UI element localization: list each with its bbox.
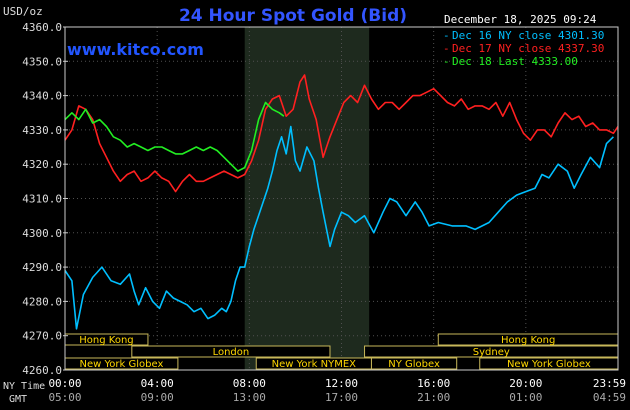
y-tick-label: 4280.0 xyxy=(22,295,62,308)
gmt-time-tick: 05:00 xyxy=(48,391,81,404)
y-tick-label: 4330.0 xyxy=(22,124,62,137)
legend-dash: - xyxy=(443,55,450,68)
ny-time-tick: 16:00 xyxy=(417,377,450,390)
session-label: New York NYMEX xyxy=(272,359,357,370)
legend-item: Dec 17 NY close 4337.30 xyxy=(452,42,604,55)
legend: - Dec 16 NY close 4301.30- Dec 17 NY close… xyxy=(443,29,604,68)
gmt-time-tick: 04:59 xyxy=(593,391,626,404)
gmt-time-tick: 13:00 xyxy=(233,391,266,404)
chart-title: 24 Hour Spot Gold (Bid) xyxy=(179,6,407,26)
gmt-time-tick: 17:00 xyxy=(325,391,358,404)
legend-dash: - xyxy=(443,42,450,55)
session-label: New York Globex xyxy=(80,359,164,370)
price-series xyxy=(64,74,619,330)
ny-time-tick: 04:00 xyxy=(141,377,174,390)
y-tick-label: 4320.0 xyxy=(22,158,62,171)
ny-time-tick: 23:59 xyxy=(593,377,626,390)
session-label: London xyxy=(213,347,250,358)
gmt-time-tick: 01:00 xyxy=(509,391,542,404)
ny-time-tick: 08:00 xyxy=(233,377,266,390)
series-line-3 xyxy=(64,101,285,172)
gmt-label: GMT xyxy=(9,394,27,405)
y-tick-label: 4360.0 xyxy=(22,21,62,34)
chart-date: December 18, 2025 09:24 xyxy=(444,13,597,26)
session-box xyxy=(131,345,331,358)
gmt-time-tick: 09:00 xyxy=(141,391,174,404)
ny-time-tick: 20:00 xyxy=(509,377,542,390)
y-tick-label: 4260.0 xyxy=(22,364,62,377)
series-line-2 xyxy=(64,74,619,193)
kitco-watermark: www.kitco.com xyxy=(67,40,204,59)
session-label: Hong Kong xyxy=(501,335,555,346)
legend-item: Dec 16 NY close 4301.30 xyxy=(452,29,604,42)
y-tick-label: 4340.0 xyxy=(22,90,62,103)
series-line-1 xyxy=(64,125,614,330)
ny-time-tick: 12:00 xyxy=(325,377,358,390)
y-tick-label: 4270.0 xyxy=(22,330,62,343)
nymex-session-shade xyxy=(244,27,370,370)
session-label: Sydney xyxy=(473,347,510,358)
y-tick-label: 4350.0 xyxy=(22,55,62,68)
y-tick-label: 4290.0 xyxy=(22,261,62,274)
y-axis-unit: USD/oz xyxy=(3,5,43,18)
y-axis-ticks: 4360.0 4350.0 4340.0 4330.0 4320.0 4310.0 4300… xyxy=(22,21,68,377)
session-label: NY Globex xyxy=(388,359,440,370)
gmt-time-tick: 21:00 xyxy=(417,391,450,404)
ny-time-tick: 00:00 xyxy=(48,377,81,390)
session-label: Hong Kong xyxy=(79,335,133,346)
legend-item: Dec 18 Last 4333.00 xyxy=(452,55,578,68)
session-box xyxy=(370,357,458,370)
ny-time-label: NY Time xyxy=(3,381,45,392)
y-tick-label: 4300.0 xyxy=(22,227,62,240)
legend-dash: - xyxy=(443,29,450,42)
y-tick-label: 4310.0 xyxy=(22,193,62,206)
session-label: New York Globex xyxy=(507,359,591,370)
